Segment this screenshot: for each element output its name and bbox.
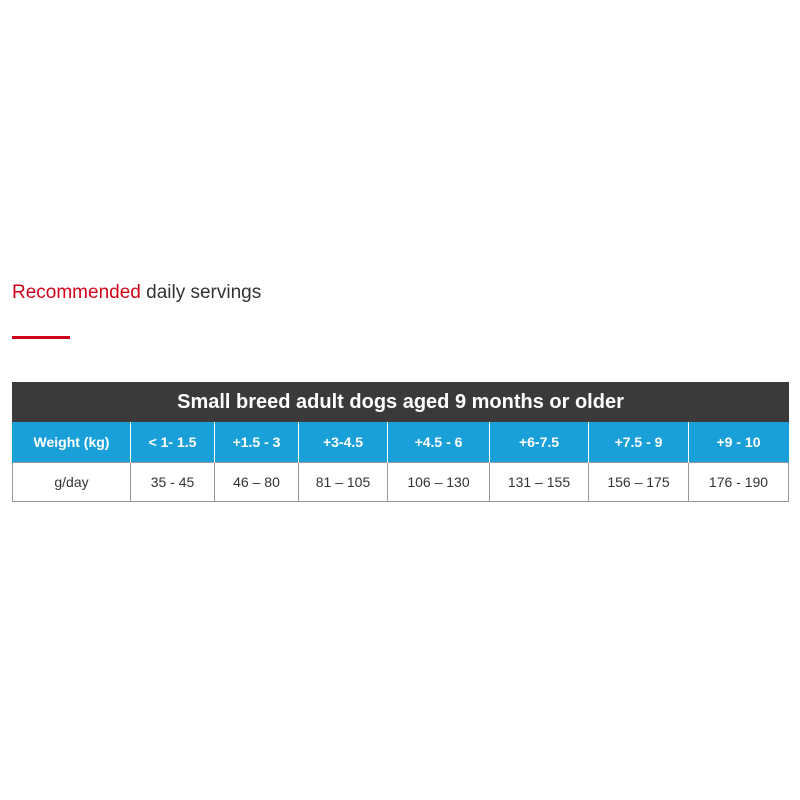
table-cell: 46 – 80 xyxy=(214,462,299,502)
table-cell: 106 – 130 xyxy=(387,462,490,502)
table-row: g/day 35 - 45 46 – 80 81 – 105 106 – 130… xyxy=(12,462,789,502)
table-cell: 156 – 175 xyxy=(588,462,689,502)
column-header-weight: Weight (kg) xyxy=(12,421,131,463)
column-header: +9 - 10 xyxy=(688,421,789,463)
table-cell: 176 - 190 xyxy=(688,462,789,502)
column-header: +1.5 - 3 xyxy=(214,421,299,463)
table-header-row: Weight (kg) < 1- 1.5 +1.5 - 3 +3-4.5 +4.… xyxy=(12,421,789,463)
column-header: +7.5 - 9 xyxy=(588,421,689,463)
heading-underline xyxy=(12,336,70,339)
row-label-gday: g/day xyxy=(12,462,131,502)
section-heading: Recommended daily servings xyxy=(12,281,261,305)
servings-table: Small breed adult dogs aged 9 months or … xyxy=(12,382,789,502)
column-header: +6-7.5 xyxy=(489,421,589,463)
column-header: +3-4.5 xyxy=(298,421,388,463)
heading-rest-text: daily servings xyxy=(140,282,262,303)
table-cell: 131 – 155 xyxy=(489,462,589,502)
table-cell: 35 - 45 xyxy=(130,462,215,502)
column-header: < 1- 1.5 xyxy=(130,421,215,463)
table-title: Small breed adult dogs aged 9 months or … xyxy=(12,382,789,422)
heading-accent-text: Recommended xyxy=(12,282,141,303)
table-cell: 81 – 105 xyxy=(298,462,388,502)
column-header: +4.5 - 6 xyxy=(387,421,490,463)
